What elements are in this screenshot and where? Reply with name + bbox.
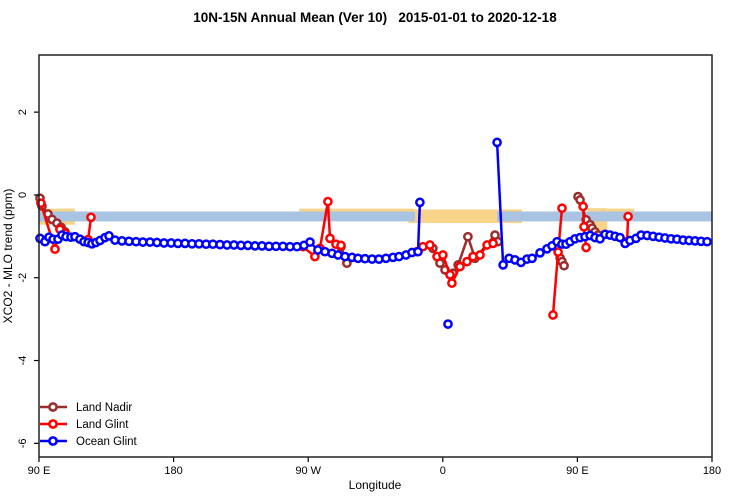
data-point	[553, 247, 563, 257]
data-point	[425, 240, 435, 250]
orange-band	[408, 209, 523, 224]
data-point	[492, 137, 502, 148]
x-tick-label: 90 W	[295, 465, 321, 477]
data-point	[86, 212, 96, 223]
data-point	[488, 238, 498, 249]
x-axis-label: Longitude	[349, 478, 402, 492]
y-tick-label: 2	[17, 109, 29, 115]
data-point	[445, 269, 455, 280]
data-point	[438, 250, 448, 260]
legend: Land Nadir Land Glint Ocean Glint	[40, 402, 138, 448]
data-point	[615, 232, 625, 243]
data-point	[623, 211, 633, 222]
data-point	[336, 240, 346, 251]
land-glint-marker-icon	[48, 419, 58, 429]
data-point	[415, 197, 425, 208]
data-point	[447, 278, 457, 288]
series-line	[495, 141, 709, 267]
y-axis-label: XCO2 - MLO trend (ppm)	[1, 189, 15, 324]
legend-label-land-nadir: Land Nadir	[76, 402, 132, 414]
data-point	[305, 237, 315, 247]
data-point	[579, 221, 589, 232]
data-point	[498, 260, 508, 270]
data-point	[443, 319, 453, 329]
x-tick-label: 180	[703, 465, 721, 477]
reference-bands	[39, 208, 712, 232]
x-tick-label: 90 E	[566, 465, 589, 477]
chart-title: 10N-15N Annual Mean (Ver 10) 2015-01-01 …	[193, 10, 557, 25]
legend-item-land-glint: Land Glint	[40, 419, 129, 431]
data-point	[413, 246, 423, 257]
x-tick-label: 90 E	[28, 465, 51, 477]
data-point	[475, 250, 485, 260]
axes: 90 E 180 90 W 0 90 E 180 2 0 -2 -4 -6	[17, 109, 721, 477]
data-point	[557, 203, 567, 214]
y-tick-label: -6	[17, 438, 29, 448]
data-point	[559, 260, 569, 271]
data-point	[455, 261, 465, 272]
y-tick-label: 0	[17, 192, 29, 198]
data-point	[462, 256, 472, 267]
data-point	[527, 253, 537, 264]
data-point	[325, 233, 335, 244]
data-point	[578, 201, 588, 212]
series-ocean-glint	[35, 137, 712, 329]
data-point	[535, 248, 545, 258]
data-point	[581, 242, 591, 253]
land-nadir-marker-icon	[48, 402, 58, 412]
x-tick-label: 180	[164, 465, 182, 477]
blue-band	[497, 211, 712, 222]
data-point	[548, 310, 558, 320]
ocean-glint-marker-icon	[48, 436, 58, 446]
x-tick-label: 0	[440, 465, 446, 477]
blue-band	[39, 211, 415, 222]
legend-item-ocean-glint: Ocean Glint	[40, 436, 138, 448]
y-tick-label: -4	[17, 356, 29, 366]
data-point	[50, 244, 60, 255]
data-point	[463, 231, 473, 242]
data-series	[35, 137, 712, 329]
legend-label-land-glint: Land Glint	[76, 419, 129, 431]
plot-border	[38, 54, 713, 458]
data-point	[702, 236, 712, 247]
legend-label-ocean-glint: Ocean Glint	[76, 436, 138, 448]
data-point	[323, 196, 333, 207]
legend-item-land-nadir: Land Nadir	[40, 402, 132, 414]
y-tick-label: -2	[17, 273, 29, 283]
